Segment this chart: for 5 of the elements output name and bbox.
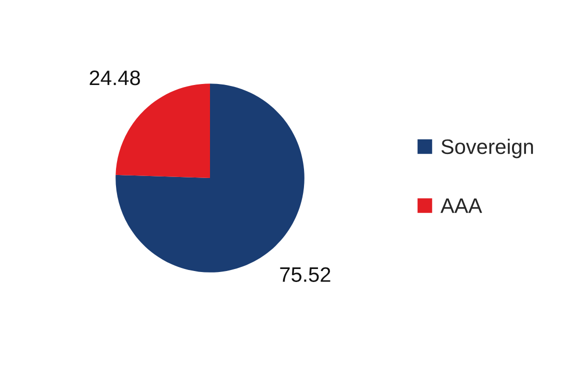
legend-label: AAA: [440, 198, 482, 213]
data-label: 75.52: [280, 267, 330, 282]
data-label: 24.48: [90, 70, 140, 86]
legend-label: Sovereign: [441, 138, 533, 158]
pie-slice: [116, 84, 210, 178]
